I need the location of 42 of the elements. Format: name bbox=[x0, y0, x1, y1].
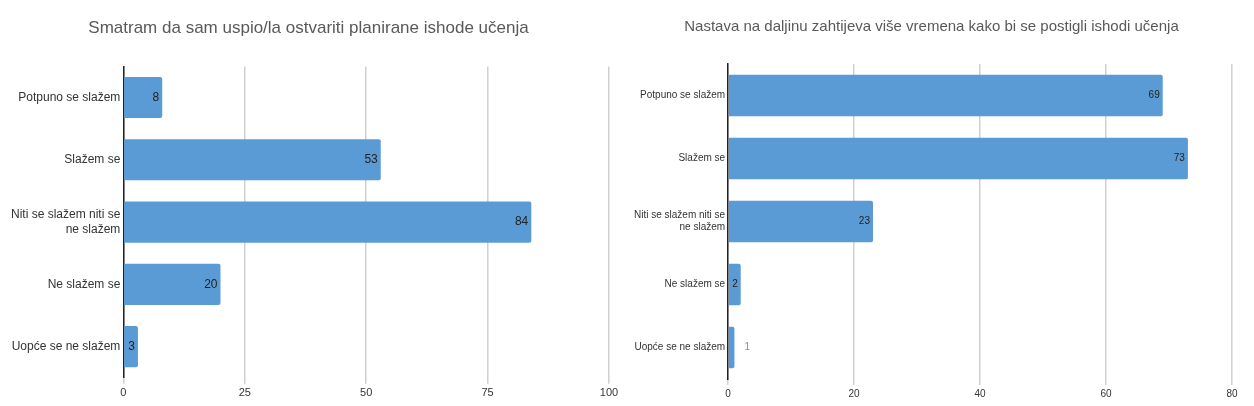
data-label: 23 bbox=[858, 215, 871, 227]
x-tick-label: 75 bbox=[481, 386, 494, 399]
x-tick-label: 20 bbox=[848, 387, 861, 399]
x-tick-label: 0 bbox=[725, 387, 732, 399]
data-label: 2 bbox=[732, 278, 739, 290]
y-tick-label: Uopće se ne slažem bbox=[634, 341, 726, 353]
data-label: 73 bbox=[1173, 152, 1186, 164]
x-tick-label: 0 bbox=[120, 386, 127, 399]
data-label: 1 bbox=[744, 341, 751, 353]
bar bbox=[124, 139, 381, 181]
y-tick-label: Uopće se ne slažem bbox=[11, 338, 121, 353]
y-tick-label: Niti se slažem niti se ne slažem bbox=[10, 207, 121, 236]
data-label: 84 bbox=[514, 214, 529, 229]
x-tick-label: 25 bbox=[238, 386, 251, 399]
x-tick-label: 50 bbox=[360, 386, 373, 399]
bar bbox=[728, 326, 735, 369]
x-tick-label: 40 bbox=[974, 387, 987, 399]
x-tick-label: 60 bbox=[1100, 387, 1113, 399]
x-tick-label: 100 bbox=[599, 386, 619, 399]
chart-title: Nastava na daljinu zahtijeva više vremena kako bi se postigli ishodi učenja bbox=[684, 17, 1180, 35]
bar bbox=[728, 137, 1188, 180]
bar bbox=[728, 74, 1163, 117]
x-tick-label: 80 bbox=[1226, 387, 1238, 399]
bar bbox=[124, 76, 163, 119]
y-tick-label: Ne slažem se bbox=[664, 278, 726, 290]
bar bbox=[124, 263, 221, 305]
data-label: 69 bbox=[1148, 89, 1161, 101]
y-tick-label: Ne slažem se bbox=[47, 276, 121, 291]
y-tick-label: Niti se slažem niti se ne slažem bbox=[634, 209, 726, 233]
bar bbox=[124, 326, 138, 368]
y-tick-label: Slažem se bbox=[64, 152, 121, 167]
bar bbox=[124, 201, 532, 243]
data-label: 20 bbox=[204, 276, 218, 291]
y-tick-label: Potpuno se slažem bbox=[640, 89, 726, 101]
y-tick-label: Slažem se bbox=[678, 152, 726, 164]
chart-title: Smatram da sam uspio/la ostvariti planirane ishode učenja bbox=[88, 17, 530, 37]
bar bbox=[728, 200, 873, 243]
bar bbox=[728, 263, 741, 306]
data-label: 8 bbox=[152, 89, 160, 104]
data-label: 53 bbox=[364, 152, 379, 167]
data-label: 3 bbox=[128, 338, 136, 353]
y-tick-label: Potpuno se slažem bbox=[18, 89, 121, 104]
